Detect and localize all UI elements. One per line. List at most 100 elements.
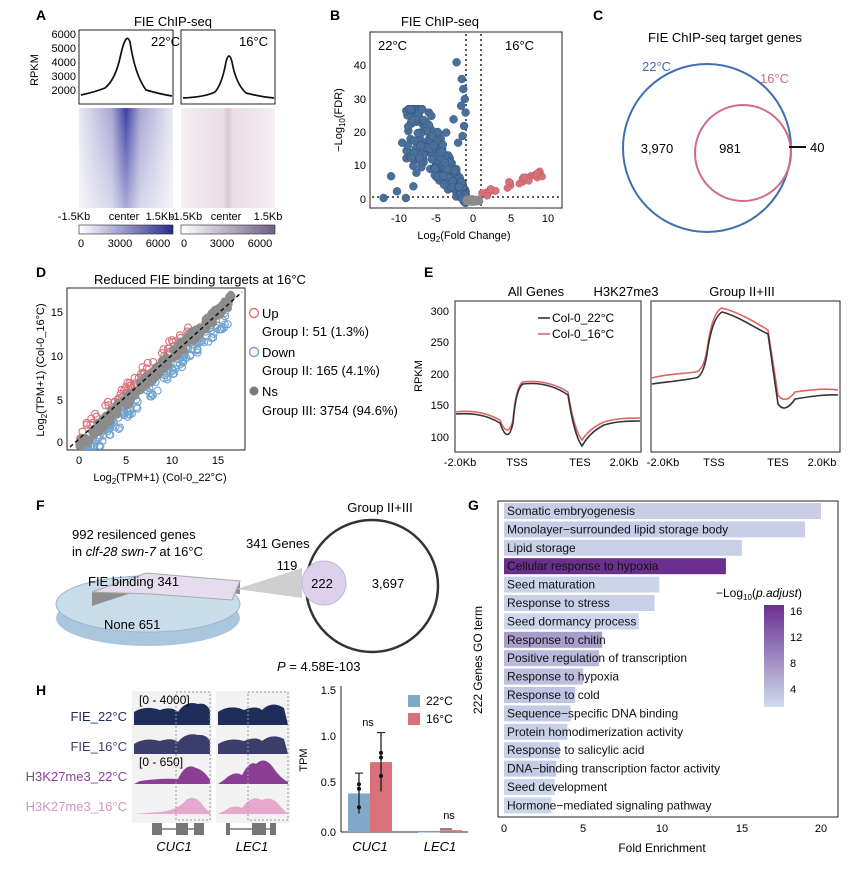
legend-down-marker [248,346,260,358]
go-term-label: Response to hypoxia [507,670,619,684]
heatmap-16 [181,108,275,208]
go-term-label: Response to chitin [507,633,606,647]
volcano-point-down [439,180,449,189]
tpm-ytick: 1.0 [321,731,336,743]
volcano-xtick: -5 [431,213,441,225]
panel-e-ytick: 300 [431,306,449,318]
profile-box-16 [180,29,276,105]
tpm-legend-22: 22°C [426,694,453,708]
go-bar [504,613,639,630]
go-bar [504,539,742,556]
panel-b: FIE ChIP-seq 40 30 20 10 0 -10 -5 0 5 10… [333,14,563,244]
gene-model-exon [226,823,230,835]
tpm-bars [348,732,462,833]
panel-e: All Genes H3K27me3 Group II+III RPKM 300… [413,284,841,469]
go-xtick: 0 [501,823,507,835]
legend-up-desc: Group I: 51 (1.3%) [262,324,369,339]
panel-f-pvalue: P = 4.58E-103 [277,659,360,674]
scatter-xtick: 5 [123,455,129,467]
scatter-point-up [82,420,91,429]
panel-a-ytick: 5000 [52,43,76,55]
go-bar [504,742,560,759]
volcano-point-up [533,169,541,178]
panel-b-title: FIE ChIP-seq [401,14,479,29]
scatter-point-ns [153,370,161,379]
legend-ns-key: Ns [262,384,278,399]
scatter-point-ns [162,353,170,361]
volcano-point-up [520,173,529,181]
heatmap-22-fade [79,108,173,208]
gene-label-cuc1: CUC1 [156,839,191,854]
scatter-point-ns [83,439,92,448]
venn-circle-16 [694,104,792,202]
volcano-ytick: 30 [354,94,366,106]
panel-a-xtick: center [211,211,242,223]
volcano-point-down [427,131,437,141]
scatter-point-ns [211,307,219,315]
go-bar [504,723,568,740]
volcano-point-down [442,128,451,137]
scatter-point-ns [154,362,163,371]
volcano-point-up [491,186,500,195]
profile-group-22 [651,311,839,409]
venn-overlap: 981 [719,141,741,156]
panel-e-ytick: 100 [431,432,449,444]
go-bar [504,668,584,685]
go-term-label: Somatic embryogenesis [507,504,635,518]
go-legend-title: −Log10(p.adjust) [716,586,802,602]
go-legend-tick: 12 [790,632,802,644]
panel-e-xtick: TES [767,457,788,469]
volcano-ylabel: −Log10(FDR) [333,88,347,152]
volcano-ytick: 40 [354,60,366,72]
scatter-point-ns [135,379,144,387]
profile-line-16 [182,55,275,99]
tpm-bar [418,832,440,833]
panel-f-overlap: 222 [311,576,333,591]
volcano-frame [369,31,563,209]
scatter-point-up [126,381,136,390]
tpm-replicate [357,805,361,810]
volcano-point-down [412,168,421,178]
panel-label-a: A [36,7,46,23]
profile-line-22 [80,37,173,97]
panel-label-c: C [593,7,603,23]
go-term-label: Sequence−specific DNA binding [507,706,678,720]
panel-e-ylabel: RPKM [413,360,425,392]
go-term-label: Monolayer−surrounded lipid storage body [507,522,728,536]
scatter-ytick: 0 [57,437,63,449]
panel-label-b: B [330,7,340,23]
scatter-point-ns [192,334,201,343]
scatter-point-up [143,358,152,367]
volcano-point-ns [473,195,480,202]
volcano-point-down [458,131,467,141]
scatter-xtick: 0 [76,455,82,467]
volcano-point-down [410,136,419,146]
volcano-point-down [456,101,466,111]
legend-down-key: Down [262,345,295,360]
panel-a: FIE ChIP-seq RPKM 6000 5000 4000 3000 20… [29,14,282,250]
tpm-replicate [357,782,361,787]
venn-label-16: 16°C [760,71,789,86]
panel-a-ytick: 2000 [52,85,76,97]
go-bar [504,558,726,575]
volcano-point-down [407,154,416,163]
track-range-1: [0 - 4000] [139,693,190,707]
go-bar [504,760,557,777]
gene-model-exon [194,823,204,835]
scatter-point-down [90,441,99,451]
scatter-point-ns [173,341,182,350]
volcano-right-label: 16°C [505,38,534,53]
tpm-legend-16-swatch [408,713,420,725]
panel-f: 992 resilenced genes in clf-28 swn-7 at … [55,500,440,674]
volcano-point-up [505,177,513,186]
scatter-point-down [153,386,162,395]
go-term-label: Lipid storage [507,541,576,555]
panel-a-ylabel: RPKM [29,54,41,86]
volcano-point-down [404,122,413,131]
scatter-point-down [169,369,178,378]
panel-e-title-2: H3K27me3 [593,284,658,299]
legend-ns-desc: Group III: 3754 (94.6%) [262,403,398,418]
panel-label-h: H [36,682,46,698]
gene-model-exon [176,823,188,835]
volcano-point-down [459,84,468,94]
